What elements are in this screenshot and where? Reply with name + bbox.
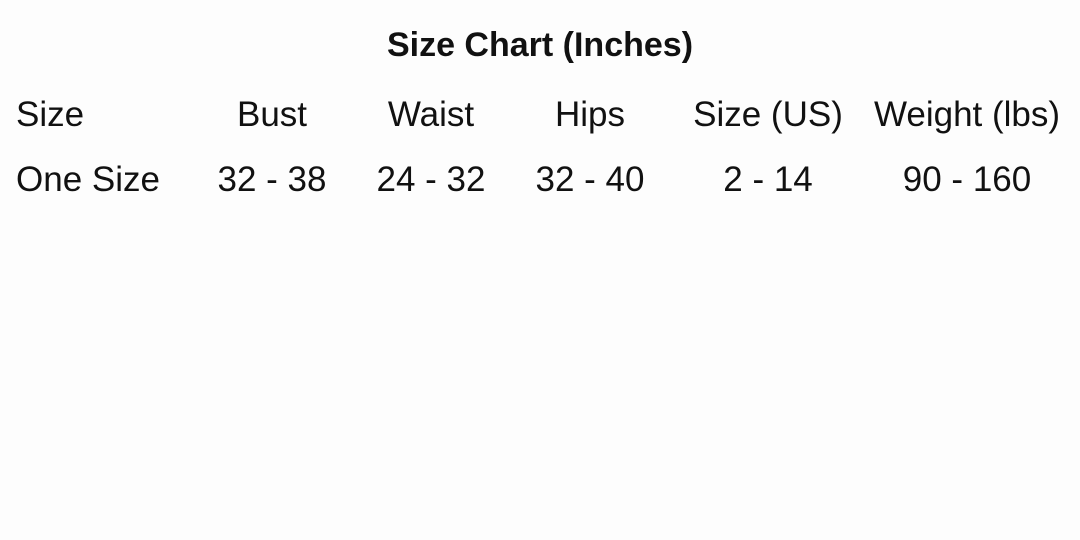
- header-weight: Weight (lbs): [873, 95, 1061, 134]
- header-hips: Hips: [554, 95, 626, 134]
- cell-weight: 90 - 160: [902, 160, 1032, 199]
- cell-waist: 24 - 32: [376, 160, 486, 199]
- header-bust: Bust: [236, 95, 308, 134]
- table-header-row: Size Bust Waist Hips Size (US) Weight (l…: [0, 95, 1080, 135]
- cell-bust: 32 - 38: [217, 160, 327, 199]
- cell-size-us: 2 - 14: [723, 160, 813, 199]
- header-size-us: Size (US): [693, 95, 843, 134]
- cell-hips: 32 - 40: [535, 160, 645, 199]
- header-waist: Waist: [387, 95, 475, 134]
- size-chart-title: Size Chart (Inches): [386, 26, 694, 64]
- table-row: One Size 32 - 38 24 - 32 32 - 40 2 - 14 …: [0, 160, 1080, 200]
- header-size: Size: [16, 95, 85, 134]
- cell-size: One Size: [16, 160, 160, 199]
